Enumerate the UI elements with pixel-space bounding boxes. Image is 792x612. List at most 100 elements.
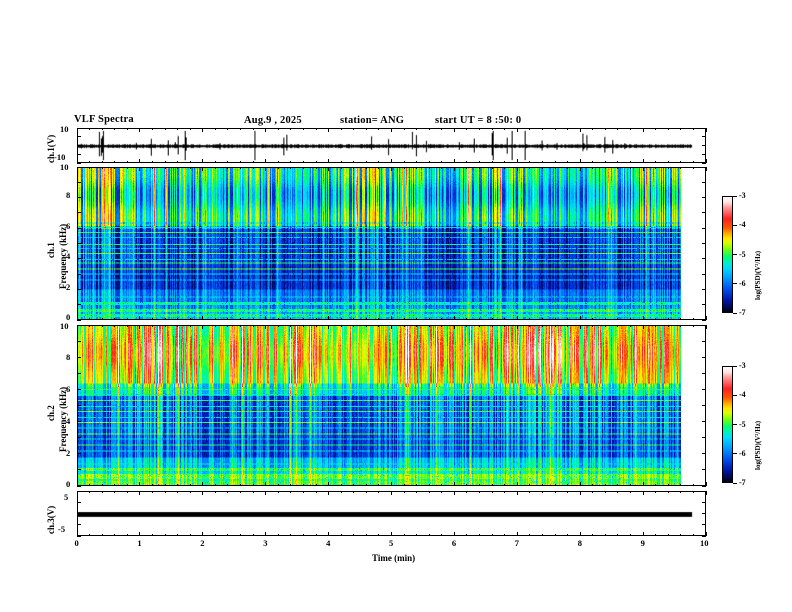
ch3-waveform-xtick (453, 491, 455, 495)
ch3-waveform-xtick (680, 491, 682, 494)
ch1-spectrogram-xtick (315, 317, 317, 320)
ch2-spectrogram-xtick (101, 325, 103, 328)
ch2-spectrogram-xtick (441, 483, 443, 486)
ch3-waveform-xtick (604, 491, 606, 494)
ch1-waveform-ytick (77, 145, 81, 146)
ch1-waveform-xtick (491, 160, 493, 163)
ch3-waveform-ytick (77, 501, 81, 503)
ch1-spectrogram-xtick (340, 317, 342, 320)
ch1-spectrogram-xtick (441, 317, 443, 320)
ch1-spectrogram-xtick (655, 167, 657, 170)
ch1-waveform-xtick (667, 128, 669, 131)
ch1-waveform-xtick (189, 128, 191, 131)
ch1-waveform-xtick (177, 128, 179, 131)
ch2-spectrogram-xtick (491, 483, 493, 486)
ch1-waveform-xtick (655, 128, 657, 131)
ch2-spectrogram-xtick (265, 325, 267, 329)
ch1-spectrogram-xtick (692, 317, 694, 320)
ch3-waveform-xtick (139, 491, 141, 495)
ch3-waveform-xtick (265, 532, 267, 536)
observation-date: Aug.9 , 2025 (244, 115, 302, 126)
ch2-spectrogram-xtick (692, 483, 694, 486)
ch1-waveform-xtick (479, 128, 481, 131)
ch2-spectrogram-xtick (403, 325, 405, 328)
x-tick-0: 0 (74, 538, 79, 548)
ch1-spectrogram-ytick (702, 227, 706, 229)
ch1-spectrogram-xtick (151, 167, 153, 170)
ch2-spectrogram-ytick (702, 388, 706, 390)
ch3-waveform-xtick (340, 533, 342, 536)
x-tick-7: 7 (514, 538, 520, 548)
ch1-waveform-xtick (227, 160, 229, 163)
ch2-spectrogram-xtick (76, 482, 78, 486)
ch1-spectrogram-xtick (516, 316, 518, 320)
ch1-spectrogram-ytick (77, 197, 81, 199)
ch3-waveform-xtick (428, 533, 430, 536)
ch2-spectrogram-ytick (702, 324, 706, 326)
ch3-waveform-xtick (315, 491, 317, 494)
ch2-spectrogram-xtick (516, 325, 518, 329)
ch2-colorbar-ticklabel--7: -7 (739, 478, 746, 487)
ch3-waveform-xtick (692, 533, 694, 536)
ch1-waveform-xtick (240, 128, 242, 131)
ch1-spectrogram-xtick (227, 167, 229, 170)
ch3-waveform-xtick (189, 491, 191, 494)
ch1-waveform-xtick (692, 128, 694, 131)
x-tick-8: 8 (577, 538, 582, 548)
ch1-waveform-xtick (567, 128, 569, 131)
ch3-waveform-xtick (101, 533, 103, 536)
ch3-waveform-xtick (630, 491, 632, 494)
ch1-waveform-xtick (604, 160, 606, 163)
ch2-spectrogram-ytick (702, 437, 706, 439)
ch1-waveform-xtick (655, 160, 657, 163)
ch2-spectrogram-xtick (353, 325, 355, 328)
ch1-spectrogram-xtick (692, 167, 694, 170)
ch2-spectrogram-xtick (290, 325, 292, 328)
ch2-spectrogram-xtick (277, 325, 279, 328)
ch1-waveform-xtick (391, 128, 392, 132)
ch2-spectrogram-ytick (77, 324, 81, 326)
ch1-spectrogram-xtick (76, 316, 78, 320)
ch3-waveform-xtick (692, 491, 694, 494)
ch2-spectrogram-xtick (189, 325, 191, 328)
ch1-waveform-xtick (227, 128, 229, 131)
ch1-waveform-xtick (189, 160, 191, 163)
ch1-waveform-xtick (604, 128, 606, 131)
ch1-spectrogram-xtick (328, 316, 330, 320)
ch1-waveform-xtick (139, 128, 141, 132)
ch2-spectrogram-xtick (692, 325, 694, 328)
ch1-spectrogram-ylabel-channel: ch.1 (46, 242, 56, 258)
ch3-waveform-xtick (76, 532, 78, 536)
ch2-colorbar (722, 366, 733, 483)
ch1-spectrogram-xtick (189, 317, 191, 320)
ch1-spectrogram-xtick (529, 167, 531, 170)
ch3-waveform-ytick (77, 524, 81, 526)
ch2-spectrogram-xtick (479, 483, 481, 486)
ch1-spectrogram-xtick (541, 317, 543, 320)
ch3-waveform-ytick (77, 535, 81, 537)
ch1-spectrogram-xtick (655, 317, 657, 320)
ch1-waveform-xtick (567, 160, 569, 163)
ch1-spectrogram-xtick (290, 167, 292, 170)
ch1-spectrogram-xtick (604, 317, 606, 320)
ch1-spectrogram-xtick (89, 317, 91, 320)
ch3-waveform-ytick (77, 513, 81, 514)
ch1-waveform-xtick (466, 128, 468, 131)
ch1-waveform-xtick (592, 160, 594, 163)
ch1-spectrogram-ylabel-axis: Frequency (kHz) (58, 223, 68, 289)
ch1-waveform-xtick (202, 128, 204, 132)
ch3-waveform-xtick (504, 533, 506, 536)
ch3-waveform-xtick (378, 491, 380, 494)
ch2-spectrogram-ytick (702, 469, 706, 471)
ch3-waveform-xtick (126, 533, 128, 536)
ch2-spectrogram-ytick (77, 437, 81, 439)
ch2-spectrogram-xtick (466, 325, 468, 328)
ch1-spectrogram-xtick (302, 167, 304, 170)
ch3-waveform-xtick (403, 491, 405, 494)
ch2-spectrogram-xtick (164, 325, 166, 328)
ch3-waveform-xtick (617, 491, 619, 494)
ch1-waveform-xtick (428, 128, 430, 131)
ch1-spectrogram-ytick (702, 166, 706, 168)
ch2-spectrogram-xtick (567, 325, 569, 328)
ch2-spectrogram-ytick (77, 469, 81, 471)
